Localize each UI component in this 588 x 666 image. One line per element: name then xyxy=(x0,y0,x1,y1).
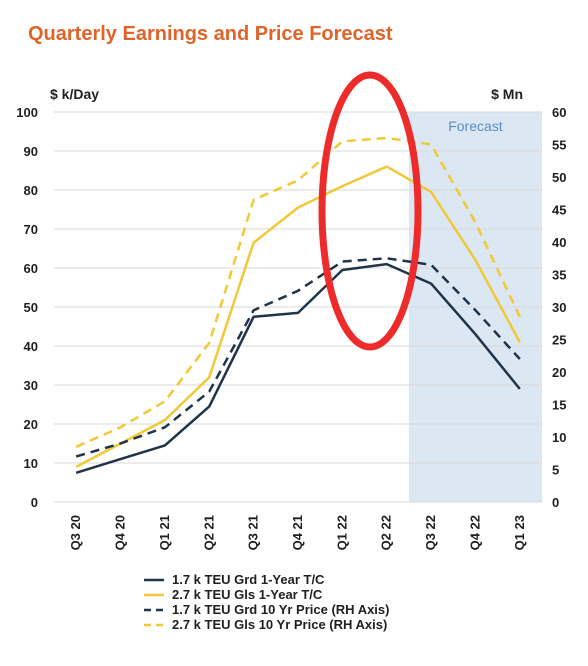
right-tick-label: 10 xyxy=(552,430,566,445)
left-tick-label: 10 xyxy=(24,456,38,471)
left-axis-ticks: 0 10 20 30 40 50 60 70 80 90 100 xyxy=(16,105,38,510)
right-tick-label: 30 xyxy=(552,300,566,315)
x-tick-label: Q4 20 xyxy=(113,515,128,550)
legend: 1.7 k TEU Grd 1-Year T/C2.7 k TEU Gls 1-… xyxy=(144,572,389,632)
x-tick-label: Q3 22 xyxy=(423,515,438,550)
left-tick-label: 60 xyxy=(24,261,38,276)
left-tick-label: 70 xyxy=(24,222,38,237)
x-axis-ticks: Q3 20 Q4 20 Q1 21 Q2 21 Q3 21 Q4 21 Q1 22 Q2 22… xyxy=(68,515,527,550)
x-tick-label: Q2 22 xyxy=(379,515,394,550)
series-line-2 xyxy=(75,165,521,469)
left-tick-label: 90 xyxy=(24,144,38,159)
right-axis-ticks: 0 5 10 15 20 25 30 35 40 45 50 55 60 xyxy=(552,105,566,510)
right-tick-label: 20 xyxy=(552,365,566,380)
x-tick-label: Q4 21 xyxy=(290,515,305,550)
gridlines xyxy=(54,111,542,503)
x-tick-label: Q3 20 xyxy=(68,515,83,550)
right-tick-label: 15 xyxy=(552,398,566,413)
series-line-4 xyxy=(75,136,521,448)
legend-item-label: 2.7 k TEU Gls 10 Yr Price (RH Axis) xyxy=(172,617,387,632)
x-tick-label: Q3 21 xyxy=(246,515,261,550)
right-tick-label: 45 xyxy=(552,203,566,218)
left-tick-label: 80 xyxy=(24,183,38,198)
right-tick-label: 60 xyxy=(552,105,566,120)
series-line-1 xyxy=(75,262,521,474)
chart-title: Quarterly Earnings and Price Forecast xyxy=(28,23,393,45)
highlight-ellipse xyxy=(318,71,422,351)
forecast-label: Forecast xyxy=(448,118,503,134)
x-tick-label: Q1 21 xyxy=(157,515,172,550)
left-tick-label: 30 xyxy=(24,378,38,393)
right-tick-label: 40 xyxy=(552,235,566,250)
left-tick-label: 50 xyxy=(24,300,38,315)
right-tick-label: 0 xyxy=(552,495,559,510)
x-tick-label: Q1 23 xyxy=(512,515,527,550)
left-tick-label: 0 xyxy=(31,495,38,510)
left-tick-label: 20 xyxy=(24,417,38,432)
series-line-3 xyxy=(75,257,521,458)
legend-item-label: 1.7 k TEU Grd 10 Yr Price (RH Axis) xyxy=(172,602,389,617)
x-tick-label: Q4 22 xyxy=(467,515,482,550)
right-tick-label: 25 xyxy=(552,333,566,348)
right-axis-label: $ Mn xyxy=(491,86,523,102)
legend-item-label: 1.7 k TEU Grd 1-Year T/C xyxy=(172,572,325,587)
x-tick-label: Q1 22 xyxy=(334,515,349,550)
right-tick-label: 35 xyxy=(552,268,566,283)
right-tick-label: 5 xyxy=(552,463,559,478)
left-tick-label: 100 xyxy=(16,105,38,120)
right-tick-label: 55 xyxy=(552,138,566,153)
left-axis-label: $ k/Day xyxy=(50,86,99,102)
series-lines xyxy=(75,136,521,474)
left-tick-label: 40 xyxy=(24,339,38,354)
right-tick-label: 50 xyxy=(552,170,566,185)
legend-item-label: 2.7 k TEU Gls 1-Year T/C xyxy=(172,587,323,602)
x-tick-label: Q2 21 xyxy=(201,515,216,550)
